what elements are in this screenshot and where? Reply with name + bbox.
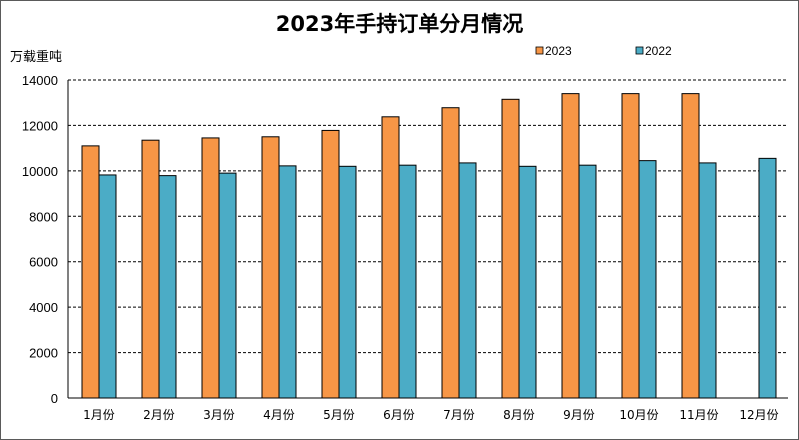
bar-2023-1 bbox=[81, 145, 100, 399]
x-tick-label: 10月份 bbox=[619, 408, 658, 422]
y-tick-label: 10000 bbox=[22, 164, 58, 179]
bar-2023-3 bbox=[201, 137, 220, 399]
bar-2023-2 bbox=[141, 139, 160, 399]
bar-2022-10 bbox=[638, 160, 657, 399]
bar-2022-8 bbox=[518, 165, 537, 399]
bar-2022-7 bbox=[458, 162, 477, 399]
bar-2023-11 bbox=[681, 93, 700, 399]
gridlines bbox=[68, 79, 788, 354]
bar-2023-10 bbox=[621, 93, 640, 399]
bar-2023-6 bbox=[381, 116, 400, 399]
y-tick-labels: 0 2000 4000 6000 8000 10000 12000 14000 bbox=[22, 73, 58, 406]
bar-2022-9 bbox=[578, 164, 597, 399]
bar-2022-11 bbox=[698, 162, 717, 399]
x-tick-label: 8月份 bbox=[503, 408, 535, 422]
legend-label-2022: 2022 bbox=[645, 44, 672, 58]
y-tick-label: 14000 bbox=[22, 73, 58, 88]
axes bbox=[67, 80, 788, 399]
y-tick-label: 0 bbox=[51, 391, 58, 406]
bar-2023-7 bbox=[441, 107, 460, 399]
y-tick-label: 4000 bbox=[29, 300, 58, 315]
x-tick-label: 1月份 bbox=[83, 408, 115, 422]
x-tick-label: 2月份 bbox=[143, 408, 175, 422]
y-tick-label: 8000 bbox=[29, 209, 58, 224]
x-tick-label: 7月份 bbox=[443, 408, 475, 422]
x-tick-label: 11月份 bbox=[679, 408, 718, 422]
y-tick-label: 2000 bbox=[29, 346, 58, 361]
bars bbox=[81, 93, 777, 399]
bar-2022-5 bbox=[338, 165, 357, 399]
legend: 2023 2022 bbox=[535, 44, 672, 58]
x-tick-label: 5月份 bbox=[323, 408, 355, 422]
bar-2023-9 bbox=[561, 93, 580, 399]
x-tick-label: 6月份 bbox=[383, 408, 415, 422]
bar-2023-5 bbox=[321, 129, 340, 399]
bar-2022-12 bbox=[758, 157, 777, 399]
bar-2022-6 bbox=[398, 164, 417, 399]
y-axis-unit-label: 万载重吨 bbox=[10, 50, 63, 65]
y-tick-label: 12000 bbox=[22, 118, 58, 133]
bar-2022-1 bbox=[98, 174, 117, 399]
bar-2023-4 bbox=[261, 136, 280, 399]
x-tick-label: 4月份 bbox=[263, 408, 295, 422]
y-tick-label: 6000 bbox=[29, 255, 58, 270]
legend-label-2023: 2023 bbox=[545, 44, 572, 58]
legend-swatch-2023 bbox=[535, 46, 544, 55]
chart-title: 2023年手持订单分月情况 bbox=[275, 12, 524, 36]
bar-2022-3 bbox=[218, 172, 237, 399]
x-tick-label: 9月份 bbox=[563, 408, 595, 422]
x-tick-label: 3月份 bbox=[203, 408, 235, 422]
bar-2022-4 bbox=[278, 165, 297, 399]
bar-2023-8 bbox=[501, 98, 520, 399]
bar-2022-2 bbox=[158, 175, 177, 399]
x-tick-labels: 1月份 2月份 3月份 4月份 5月份 6月份 7月份 8月份 9月份 10月份 11月份 12月份 bbox=[83, 408, 778, 422]
x-tick-label: 12月份 bbox=[739, 408, 778, 422]
legend-swatch-2022 bbox=[635, 46, 644, 55]
